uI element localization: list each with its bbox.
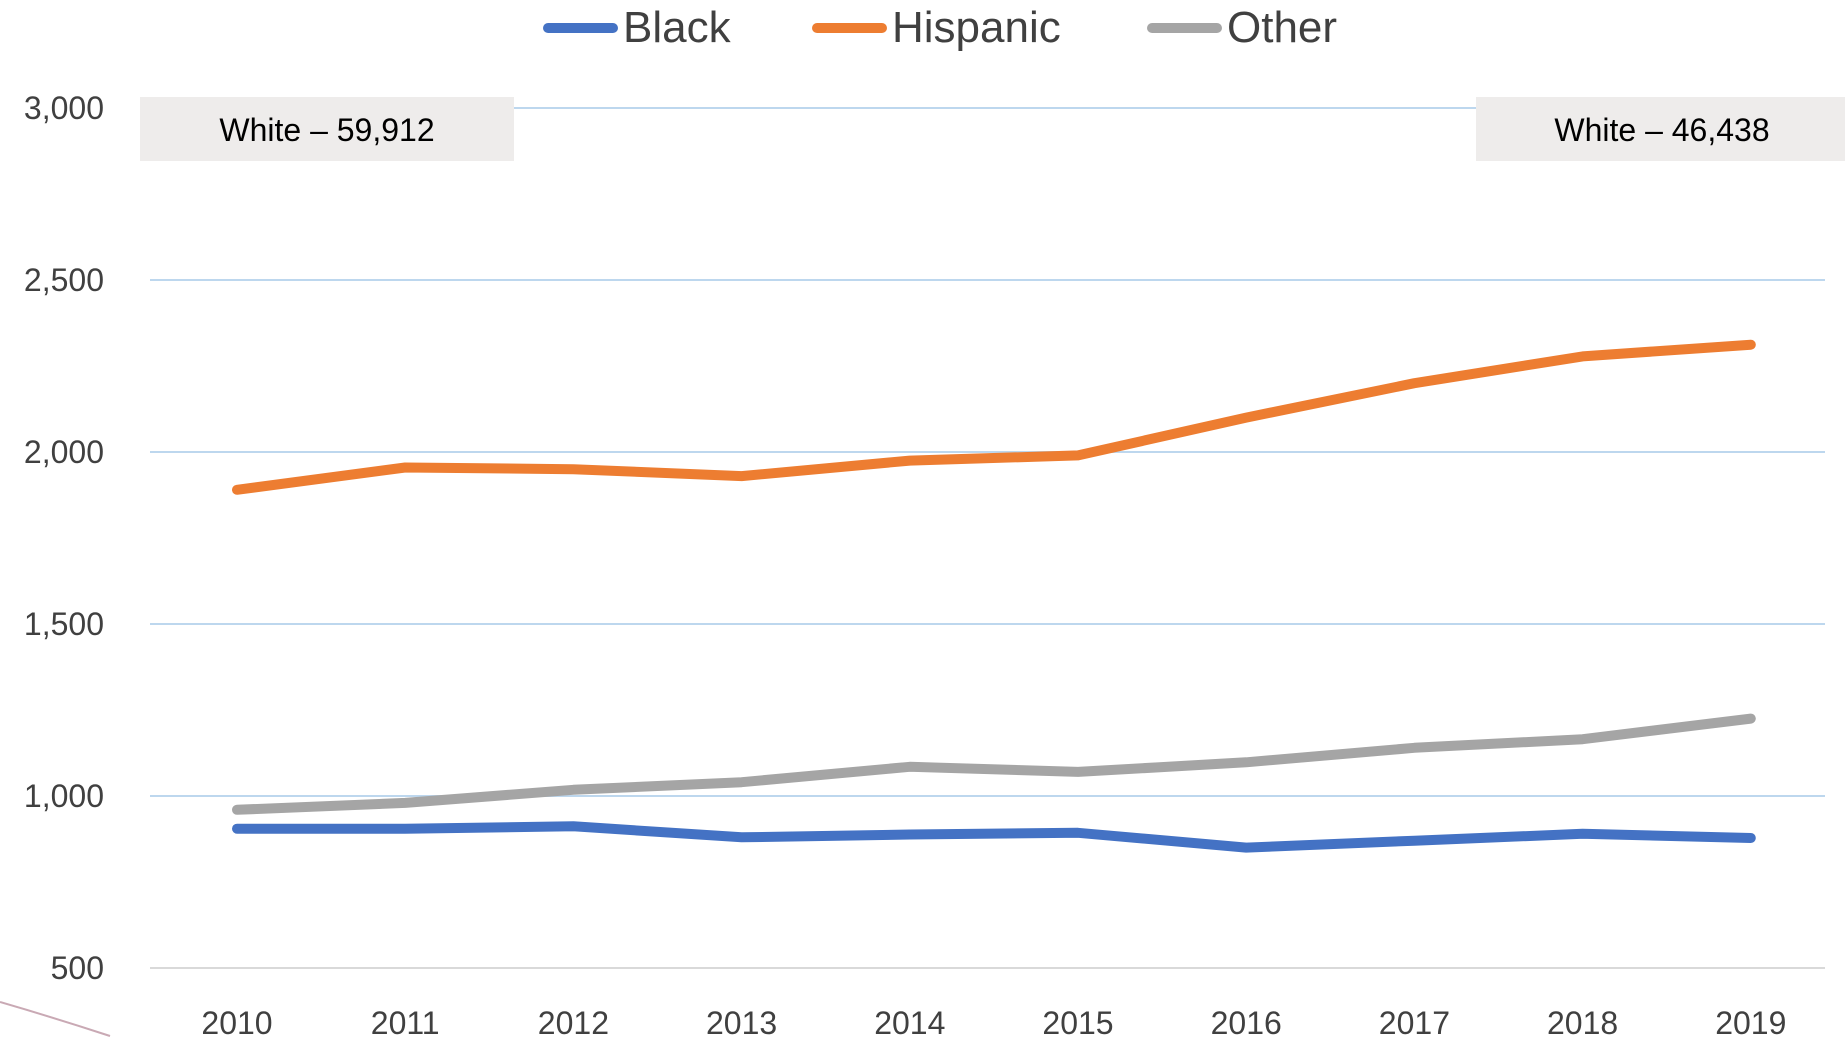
y-tick-label: 500 <box>51 950 104 986</box>
data-point-other-2010 <box>236 809 238 811</box>
data-point-black-2010 <box>236 828 238 830</box>
y-axis-tick-labels: 500 1,000 1,500 2,000 2,500 3,000 <box>24 90 104 986</box>
y-tick-label: 3,000 <box>24 90 104 126</box>
data-series <box>232 339 1756 853</box>
data-point-black-2013 <box>741 836 743 838</box>
legend-label-other: Other <box>1227 3 1337 52</box>
legend: Black Hispanic Other <box>543 3 1337 52</box>
data-point-hispanic-2011 <box>404 466 406 468</box>
data-point-hispanic-2010 <box>236 489 238 491</box>
data-point-other-2016 <box>1245 761 1247 763</box>
data-point-black-2016 <box>1245 847 1247 849</box>
data-point-black-2015 <box>1077 832 1079 834</box>
y-tick-label: 1,500 <box>24 606 104 642</box>
y-tick-label: 2,000 <box>24 434 104 470</box>
data-point-hispanic-2015 <box>1077 454 1079 456</box>
series-line-black <box>232 821 1756 853</box>
callout-box-left <box>140 97 514 161</box>
data-point-black-2018 <box>1582 833 1584 835</box>
x-tick-label: 2011 <box>371 1005 440 1041</box>
series-other <box>232 713 1756 815</box>
x-tick-label: 2018 <box>1547 1005 1618 1041</box>
data-point-other-2018 <box>1582 738 1584 740</box>
series-black <box>232 821 1756 853</box>
data-point-hispanic-2012 <box>572 468 574 470</box>
data-point-hispanic-2013 <box>741 475 743 477</box>
callout-left-text: White – 59,912 <box>219 112 434 148</box>
x-axis-tick-labels: 2010 2011 2012 2013 2014 2015 2016 2017 2018 2019 <box>201 1005 1786 1041</box>
y-tick-label: 2,500 <box>24 262 104 298</box>
data-point-hispanic-2014 <box>909 460 911 462</box>
x-tick-label: 2012 <box>538 1005 609 1041</box>
legend-label-black: Black <box>623 3 732 52</box>
data-point-hispanic-2016 <box>1245 417 1247 419</box>
x-tick-label: 2016 <box>1211 1005 1282 1041</box>
data-point-other-2017 <box>1413 747 1415 749</box>
data-point-black-2017 <box>1413 840 1415 842</box>
data-point-black-2014 <box>909 834 911 836</box>
x-tick-label: 2014 <box>874 1005 945 1041</box>
data-point-other-2014 <box>909 766 911 768</box>
x-tick-label: 2013 <box>706 1005 777 1041</box>
legend-label-hispanic: Hispanic <box>892 3 1061 52</box>
data-point-other-2011 <box>404 802 406 804</box>
series-hispanic <box>232 339 1756 495</box>
x-tick-label: 2019 <box>1715 1005 1786 1041</box>
callout-right-text: White – 46,438 <box>1554 112 1769 148</box>
decorative-curve <box>0 1001 111 1037</box>
data-point-black-2011 <box>404 828 406 830</box>
data-point-hispanic-2017 <box>1413 382 1415 384</box>
callout-boxes: White – 59,912 White – 46,438 <box>140 97 1845 161</box>
data-point-black-2012 <box>572 825 574 827</box>
data-point-black-2019 <box>1750 837 1752 839</box>
series-line-hispanic <box>232 339 1756 495</box>
x-tick-label: 2010 <box>201 1005 272 1041</box>
data-point-other-2015 <box>1077 771 1079 773</box>
callout-box-right <box>1476 97 1845 161</box>
data-point-other-2012 <box>572 789 574 791</box>
x-tick-label: 2017 <box>1379 1005 1450 1041</box>
x-tick-label: 2015 <box>1042 1005 1113 1041</box>
y-tick-label: 1,000 <box>24 778 104 814</box>
data-point-other-2019 <box>1750 718 1752 720</box>
data-point-other-2013 <box>741 781 743 783</box>
series-line-other <box>232 713 1756 815</box>
data-point-hispanic-2018 <box>1582 355 1584 357</box>
data-point-hispanic-2019 <box>1750 344 1752 346</box>
